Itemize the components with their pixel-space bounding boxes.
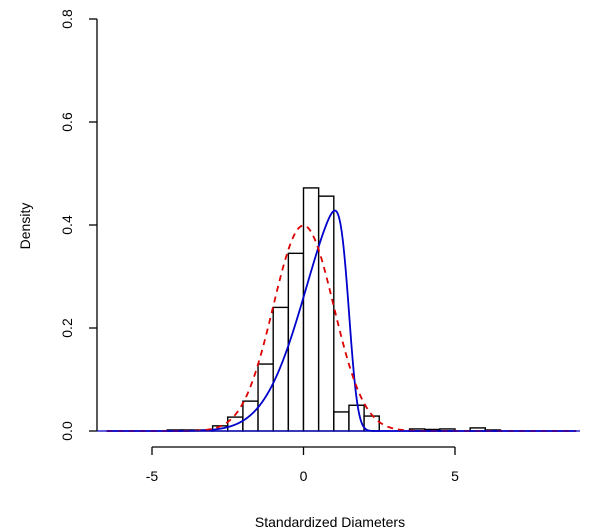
density-curves [106,209,577,432]
histogram-bar [317,195,335,432]
y-tick-label: 0.4 [59,215,75,235]
y-tick-label: 0.2 [59,318,75,338]
x-tick-label: 0 [300,468,308,484]
x-axis-label: Standardized Diameters [255,514,405,530]
y-axis: 0.0 0.2 0.4 0.6 0.8 [59,9,580,441]
histogram-bar [348,404,365,432]
histogram-bar [333,411,350,432]
y-axis-label: Density [17,203,33,250]
histogram-bar [302,187,320,432]
x-axis: -5 0 5 [146,446,459,484]
x-tick-label: -5 [146,468,159,484]
histogram-bar [287,252,305,432]
fitted-density-curve [106,209,577,432]
x-tick-label: 5 [451,468,459,484]
normal-density-curve [106,224,577,432]
y-tick-label: 0.8 [59,9,75,29]
y-tick-label: 0.0 [59,421,75,441]
y-tick-label: 0.6 [59,112,75,132]
histogram-bar [272,306,290,432]
histogram-bars [166,187,502,432]
